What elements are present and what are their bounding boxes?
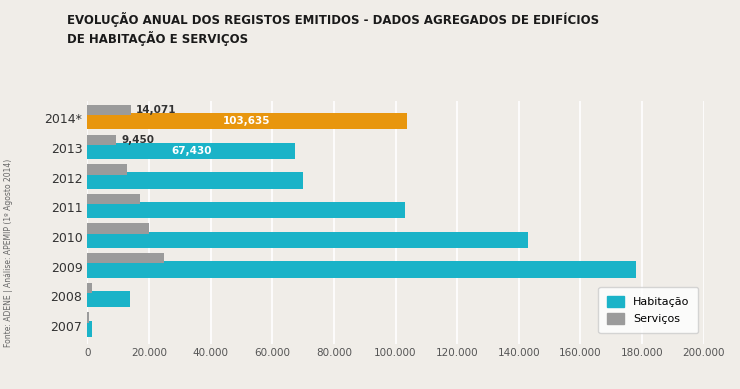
Bar xyxy=(87,164,127,175)
Bar xyxy=(87,321,92,337)
Bar xyxy=(87,105,131,115)
Text: 14,071: 14,071 xyxy=(135,105,176,115)
Bar xyxy=(87,253,164,263)
Bar xyxy=(87,261,636,278)
Text: 103,635: 103,635 xyxy=(223,116,271,126)
Text: EVOLUÇÃO ANUAL DOS REGISTOS EMITIDOS - DADOS AGREGADOS DE EDIFÍCIOS
DE HABITAÇÃO: EVOLUÇÃO ANUAL DOS REGISTOS EMITIDOS - D… xyxy=(67,12,599,46)
Text: 67,430: 67,430 xyxy=(171,146,212,156)
Bar xyxy=(87,194,140,204)
Bar xyxy=(87,291,130,307)
Legend: Habitação, Serviços: Habitação, Serviços xyxy=(599,287,699,333)
Bar xyxy=(87,172,303,189)
Bar xyxy=(87,202,405,218)
Bar xyxy=(87,135,116,145)
Bar xyxy=(87,113,407,130)
Bar xyxy=(87,143,295,159)
Bar xyxy=(87,232,528,248)
Text: Fonte: ADENE | Análise: APEMIP (1º Agosto 2014): Fonte: ADENE | Análise: APEMIP (1º Agost… xyxy=(4,159,13,347)
Text: 9,450: 9,450 xyxy=(121,135,154,145)
Bar xyxy=(87,283,92,293)
Bar xyxy=(87,223,149,234)
Bar xyxy=(87,312,89,323)
